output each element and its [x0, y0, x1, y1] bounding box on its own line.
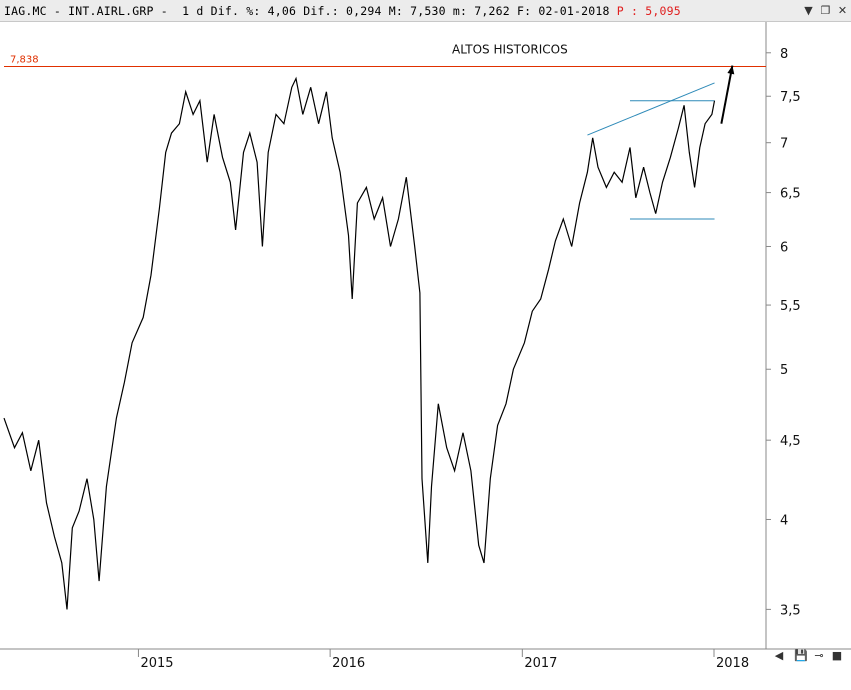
y-tick-label: 5,5 — [780, 299, 801, 314]
resistance-label: 7,838 — [10, 55, 39, 66]
y-tick-label: 6 — [780, 240, 788, 255]
y-tick-label: 4 — [780, 513, 788, 528]
save-icon[interactable]: 💾 — [794, 649, 808, 662]
chart-area[interactable]: 8 7,5 7 6,5 6 5,5 5 4,5 4 3,5 2015 2016 2017 2018 7,… — [0, 22, 851, 686]
x-tick-label: 2017 — [524, 656, 557, 671]
arrow-head — [727, 65, 735, 75]
x-tick-label: 2018 — [716, 656, 749, 671]
y-axis-ticks: 8 7,5 7 6,5 6 5,5 5 4,5 4 3,5 — [766, 47, 801, 618]
x-axis-ticks: 2015 2016 2017 2018 — [137, 649, 749, 671]
close-window-icon[interactable]: ✕ — [837, 4, 848, 17]
y-tick-label: 8 — [780, 47, 788, 62]
quote-summary: IAG.MC - INT.AIRL.GRP - 1 d Dif. %: 4,06… — [4, 4, 681, 18]
annotation-text: ALTOS HISTORICOS — [452, 43, 568, 57]
y-tick-label: 7,5 — [780, 90, 801, 105]
y-tick-label: 5 — [780, 363, 788, 378]
p-value: 5,095 — [645, 4, 681, 18]
scroll-down-icon[interactable]: ▼ — [804, 4, 813, 17]
max-value: 7,530 — [410, 4, 446, 18]
min-label: m: — [452, 4, 468, 18]
y-tick-label: 4,5 — [780, 434, 801, 449]
stop-icon[interactable]: ■ — [831, 649, 843, 662]
date-value: 02-01-2018 — [538, 4, 610, 18]
y-tick-label: 6,5 — [780, 187, 801, 202]
channel-upper-line — [587, 82, 715, 136]
restore-window-icon[interactable]: ❐ — [820, 4, 831, 17]
price-chart[interactable]: 8 7,5 7 6,5 6 5,5 5 4,5 4 3,5 2015 2016 2017 2018 7,… — [0, 22, 851, 686]
y-tick-label: 7 — [780, 137, 788, 152]
dif-pct: 4,06 — [267, 4, 297, 18]
instrument-name: INT.AIRL.GRP — [68, 4, 154, 18]
x-tick-label: 2015 — [140, 656, 173, 671]
price-line — [3, 76, 716, 610]
y-tick-label: 3,5 — [780, 603, 801, 618]
dif-pct-label: Dif. %: — [210, 4, 261, 18]
dif-label: Dif.: — [303, 4, 339, 18]
x-tick-label: 2016 — [332, 656, 365, 671]
chart-title-bar: IAG.MC - INT.AIRL.GRP - 1 d Dif. %: 4,06… — [0, 0, 851, 22]
min-value: 7,262 — [474, 4, 510, 18]
max-label: M: — [388, 4, 403, 18]
period: 1 d — [182, 4, 204, 18]
annotations: 7,838 ALTOS HISTORICOS — [4, 43, 766, 220]
scroll-left-icon[interactable]: ◀ — [774, 649, 784, 662]
symbol: IAG.MC — [4, 4, 47, 18]
trend-arrow — [720, 65, 734, 124]
p-label: P : — [616, 4, 639, 18]
dif-value: 0,294 — [345, 4, 382, 18]
pin-icon[interactable]: ⊸ — [814, 649, 824, 662]
date-label: F: — [516, 4, 532, 18]
